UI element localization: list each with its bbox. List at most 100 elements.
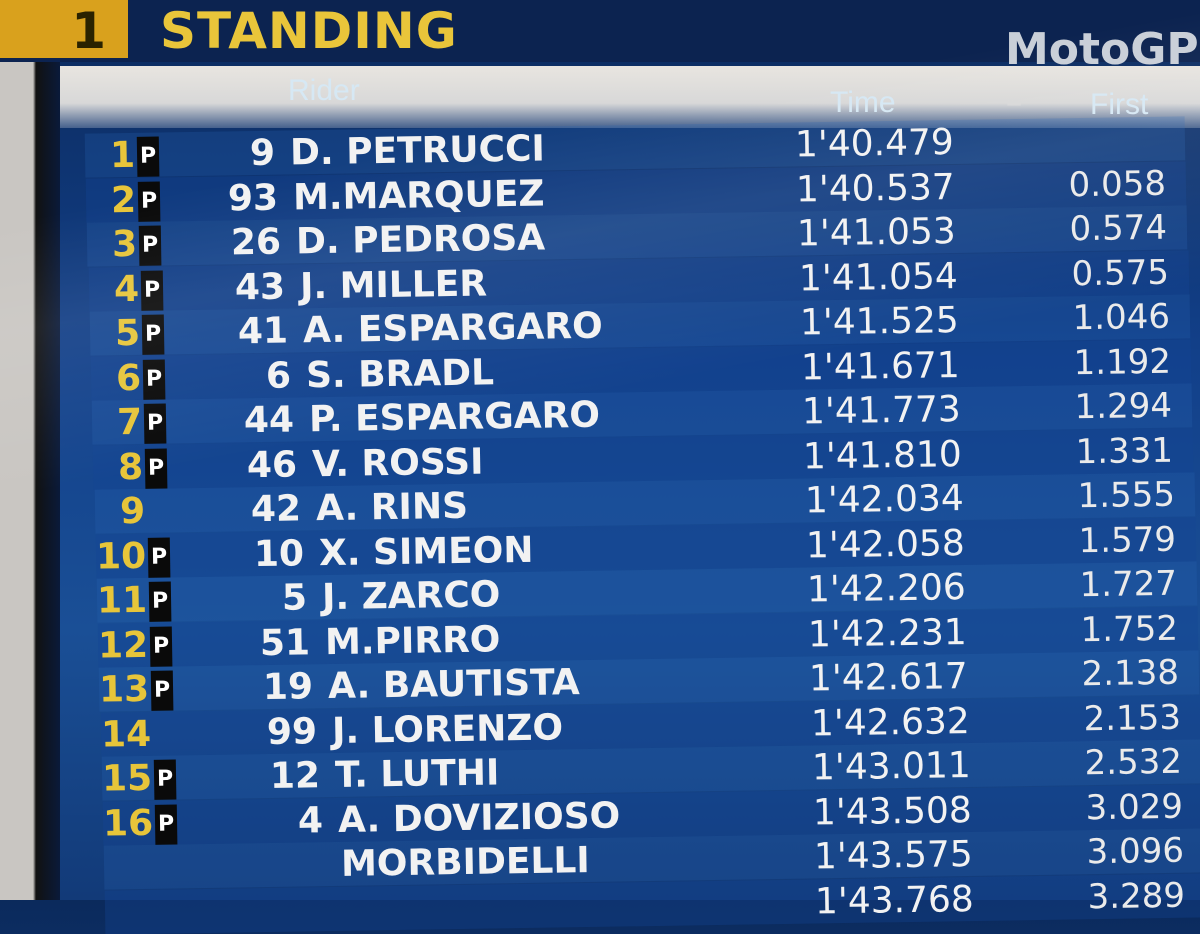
column-rider: Rider (288, 74, 360, 107)
position-cell: 4 (113, 268, 139, 310)
lap-time: 1'43.508 (812, 789, 973, 833)
lap-time: 1'41.773 (801, 388, 962, 433)
pit-flag: P (139, 225, 162, 266)
pit-flag: P (141, 314, 165, 355)
rider-number: 12 (269, 755, 321, 797)
rider-number: 6 (265, 355, 292, 397)
lap-time: 1'41.054 (798, 255, 958, 299)
position-number: 1 (71, 2, 106, 60)
pit-flag: P (149, 625, 173, 667)
pit-flag: P (153, 759, 177, 800)
pit-flag: P (147, 536, 171, 578)
position-cell: 2 (110, 179, 137, 221)
position-cell: 3 (112, 223, 138, 266)
lap-time: 1'42.632 (810, 700, 970, 744)
pit-flag: P (137, 180, 161, 222)
screen-bezel (0, 60, 60, 900)
lap-time: 1'41.053 (797, 210, 957, 255)
pit-flag: P (142, 358, 166, 400)
rider-name: M.PIRRO (324, 618, 501, 663)
rider-name: A. DOVIZIOSO (337, 795, 621, 841)
lap-time: 1'43.575 (813, 833, 974, 878)
pit-flag: P (148, 581, 172, 622)
gap-to-first: 1.752 (1080, 608, 1179, 650)
lap-time: 1'43.768 (815, 878, 975, 922)
rider-name: M.MARQUEZ (292, 172, 545, 218)
position-cell: 15 (101, 757, 153, 800)
position-cell: 12 (97, 624, 149, 667)
position-cell: 1 (109, 134, 136, 177)
gap-to-first: 1.046 (1072, 296, 1171, 339)
position-cell: 5 (114, 312, 141, 355)
page-title: STANDING (160, 2, 458, 60)
gap-to-first: 1.331 (1075, 430, 1174, 472)
rider-name: D. PEDROSA (296, 217, 546, 263)
lap-time: 1'41.810 (803, 433, 963, 477)
gap-to-first: 1.294 (1074, 385, 1173, 428)
lap-time: 1'42.034 (804, 477, 964, 522)
position-cell: 9 (119, 490, 145, 533)
rider-number: 4 (297, 799, 324, 842)
rider-number: 9 (249, 132, 276, 175)
gap-to-first: 0.058 (1068, 163, 1167, 205)
column-headers: Rider Time First (60, 66, 1200, 128)
gap-to-first: 2.138 (1081, 652, 1180, 695)
pit-flag: P (145, 447, 168, 489)
lap-time: 1'43.011 (811, 744, 971, 789)
rider-number: 44 (243, 399, 295, 442)
position-cell: 11 (96, 579, 148, 622)
rider-name: A. ESPARGARO (302, 305, 603, 352)
column-first: First (1090, 88, 1149, 121)
rider-name: P. ESPARGARO (308, 394, 601, 441)
position-cell: 7 (116, 401, 143, 444)
lap-time: 1'42.231 (807, 611, 968, 655)
rider-name: J. ZARCO (321, 574, 501, 619)
rider-name: T. LUTHI (334, 752, 500, 796)
lap-time: 1'42.058 (805, 522, 965, 566)
rider-number: 5 (281, 577, 308, 619)
position-cell: 13 (99, 668, 150, 711)
position-cell: 10 (95, 535, 147, 578)
rider-name: A. BAUTISTA (328, 662, 581, 708)
gap-to-first: 3.029 (1085, 786, 1184, 828)
gap-to-first: 2.153 (1082, 697, 1181, 739)
rider-number: 46 (247, 443, 298, 486)
rider-name: A. RINS (315, 485, 468, 530)
pit-flag: P (143, 403, 167, 444)
rider-name: X. SIMEON (318, 529, 534, 574)
rider-number: 99 (266, 710, 317, 753)
rider-name: MORBIDELLI (340, 840, 591, 885)
pit-flag: P (151, 670, 174, 711)
rider-number: 93 (227, 177, 279, 219)
rider-name: S. BRADL (305, 351, 495, 396)
pit-flag: P (136, 136, 160, 177)
rider-number: 10 (253, 532, 305, 575)
lap-time: 1'42.617 (809, 655, 969, 700)
lap-time: 1'42.206 (806, 566, 967, 611)
rider-number: 42 (250, 488, 301, 531)
gap-to-first: 0.574 (1069, 207, 1168, 250)
lap-time: 1'40.479 (794, 121, 955, 166)
rider-name: J. LORENZO (331, 706, 563, 752)
gap-to-first: 1.192 (1073, 341, 1172, 383)
position-badge: 1 (0, 0, 128, 60)
gap-to-first: 3.096 (1086, 830, 1185, 873)
pit-flag: P (154, 803, 178, 845)
gap-to-first: 3.289 (1087, 875, 1186, 917)
position-cell: 6 (115, 357, 142, 399)
rider-number: 51 (259, 621, 311, 664)
rider-name: J. MILLER (299, 262, 487, 307)
lap-time: 1'41.525 (799, 299, 959, 344)
rider-name: V. ROSSI (312, 441, 485, 485)
gap-to-first: 1.555 (1076, 474, 1175, 517)
position-cell: 16 (102, 802, 154, 845)
column-time: Time (830, 86, 896, 119)
rider-number: 26 (231, 221, 282, 264)
rider-name: D. PETRUCCI (289, 128, 546, 174)
position-cell: 14 (100, 713, 152, 756)
standing-header: 1 STANDING MotoGP - (0, 0, 1200, 126)
rider-number: 19 (263, 666, 314, 709)
gap-to-first: 0.575 (1070, 252, 1169, 294)
rider-number: 43 (234, 266, 285, 308)
pit-flag: P (140, 269, 163, 311)
